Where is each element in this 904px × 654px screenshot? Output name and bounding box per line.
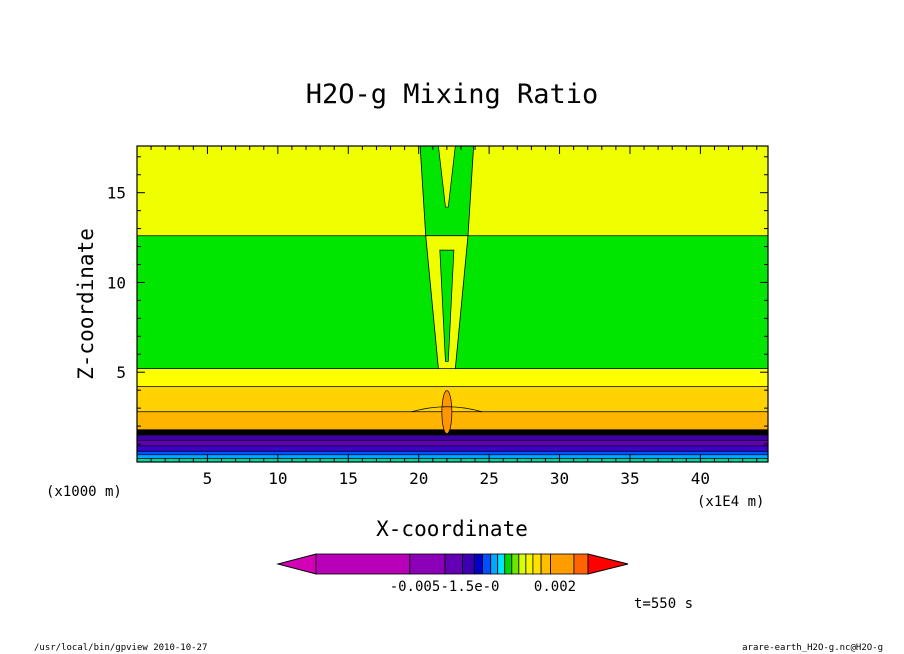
- y-unit-note: (x1000 m): [46, 484, 122, 500]
- colorbar-right-arrow: [587, 553, 629, 575]
- plume-lower-core: [441, 390, 453, 435]
- colorbar-left-arrow: [276, 553, 317, 575]
- colorbar-label-0: -0.005: [390, 579, 441, 595]
- colorbar-segment-14: [550, 553, 575, 575]
- colorbar-label-1: -1.5e-0: [440, 579, 499, 595]
- x-tick-label-15: 15: [339, 469, 358, 488]
- colorbar-segment-3: [462, 553, 475, 575]
- band-8: [137, 445, 768, 452]
- colorbar-segment-15: [573, 553, 589, 575]
- band-11: [137, 458, 768, 462]
- colorbar-segment-6: [490, 553, 499, 575]
- colorbar-segment-9: [511, 553, 520, 575]
- colorbar-segment-12: [532, 553, 542, 575]
- x-tick-label-40: 40: [691, 469, 710, 488]
- band-4: [137, 411, 768, 430]
- band-7: [137, 440, 768, 446]
- y-tick-label-5: 5: [116, 363, 126, 382]
- plot-frame: [136, 145, 769, 463]
- colorbar-segment-4: [473, 553, 483, 575]
- colorbar-segment-0: [315, 553, 411, 575]
- colorbar: -0.005 -1.5e-0 0.002: [276, 553, 629, 595]
- chart-title: H2O-g Mixing Ratio: [306, 79, 599, 110]
- y-tick-label-15: 15: [107, 184, 126, 203]
- x-tick-label-35: 35: [620, 469, 639, 488]
- x-tick-label-5: 5: [203, 469, 213, 488]
- footer-right: arare-earth_H2O-g.nc@H2O-g: [742, 643, 883, 653]
- band-9: [137, 451, 768, 455]
- plume-lower-arc: [411, 406, 483, 413]
- time-label: t=550 s: [634, 596, 693, 612]
- colorbar-segment-1: [409, 553, 446, 575]
- x-tick-label-25: 25: [479, 469, 498, 488]
- colorbar-segment-13: [540, 553, 551, 575]
- band-2: [137, 368, 768, 387]
- band-3: [137, 386, 768, 412]
- colorbar-label-2: 0.002: [534, 579, 576, 595]
- y-tick-label-10: 10: [107, 273, 126, 292]
- plot-area: [136, 145, 769, 463]
- x-tick-label-10: 10: [268, 469, 287, 488]
- colorbar-segment-11: [525, 553, 534, 575]
- y-axis-label: Z-coordinate: [74, 228, 98, 380]
- footer-left: /usr/local/bin/gpview 2010-10-27: [34, 643, 207, 653]
- x-tick-label-20: 20: [409, 469, 428, 488]
- axis-ticks: 5 10 15 20 25 30 35 40 5 10 15: [107, 146, 768, 488]
- colorbar-segment-2: [444, 553, 463, 575]
- colorbar-segment-8: [504, 553, 513, 575]
- x-unit-note: (x1E4 m): [697, 494, 764, 510]
- x-axis-label: X-coordinate: [376, 517, 528, 541]
- colorbar-segment-7: [497, 553, 506, 575]
- band-6: [137, 435, 768, 441]
- colorbar-segment-5: [482, 553, 492, 575]
- plume-mid-core: [439, 249, 455, 362]
- colorbar-segment-10: [518, 553, 527, 575]
- band-5: [137, 429, 768, 436]
- x-tick-label-30: 30: [550, 469, 569, 488]
- band-10: [137, 454, 768, 459]
